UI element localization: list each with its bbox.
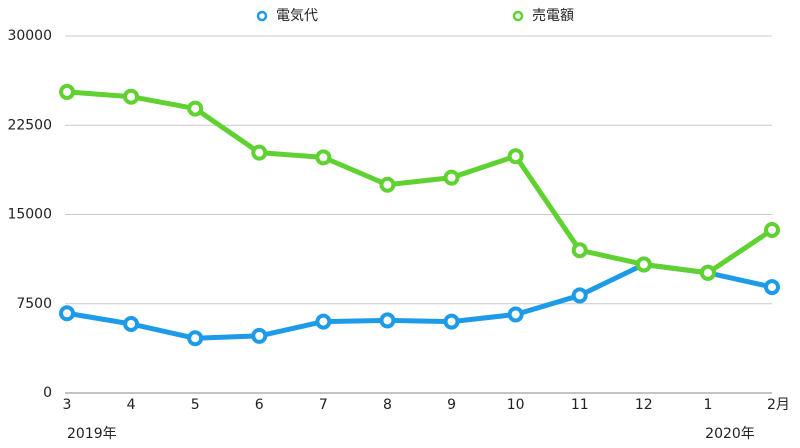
x-tick-label: 1 [703,397,712,413]
series-line [66,89,774,276]
data-point [315,313,332,330]
data-point [764,279,780,296]
data-point [315,149,332,166]
data-point [59,305,75,322]
data-point [251,327,268,344]
legend-marker [256,10,268,22]
x-tick-label: 4 [127,397,136,413]
y-tick-label: 7500 [16,296,52,312]
legend-marker [512,10,524,22]
y-tick-label: 15000 [7,207,52,223]
annotation: 2019年 [67,426,117,442]
data-point [571,287,588,304]
x-tick-label: 6 [255,397,264,413]
x-tick-label: 7 [319,397,328,413]
x-tick-label: 12 [635,397,653,413]
data-point [507,306,524,323]
x-tick-label: 9 [447,397,456,413]
data-point [443,169,460,186]
data-point [507,148,524,165]
annotation: 2020年 [705,426,755,442]
data-point [187,100,204,117]
data-point [379,312,396,329]
data-point [571,242,588,259]
data-point [764,221,780,238]
y-tick-label: 30000 [7,28,52,44]
x-tick-label: 2月 [767,397,790,413]
data-point [443,313,460,330]
series-line [66,261,773,341]
data-point [59,83,75,100]
data-point [699,264,716,281]
data-point [379,176,396,193]
legend-label: 売電額 [532,8,574,24]
y-tick-label: 0 [43,385,52,401]
data-point [187,330,204,347]
x-tick-label: 8 [383,397,392,413]
data-point [251,144,268,161]
legend-label: 電気代 [276,8,318,24]
data-point [123,315,140,332]
x-tick-label: 3 [63,397,72,413]
data-point [123,88,140,105]
x-tick-label: 5 [191,397,200,413]
x-tick-label: 10 [507,397,525,413]
data-point [635,256,652,273]
y-tick-label: 22500 [7,117,52,133]
x-tick-label: 11 [571,397,589,413]
